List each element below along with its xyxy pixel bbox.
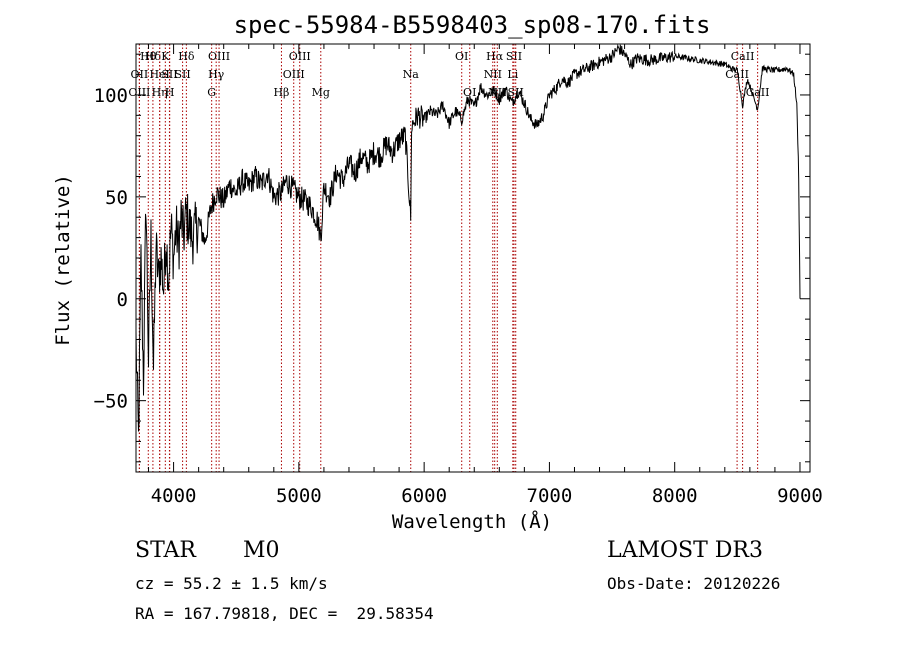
line-label-24: SII <box>506 50 522 63</box>
line-label-2: OIII <box>128 86 150 99</box>
y-tick-label-1: 0 <box>117 289 128 311</box>
chart-title: spec-55984-B5598403_sp08-170.fits <box>234 11 711 39</box>
line-label-29: CaII <box>746 86 770 99</box>
line-label-13: G <box>207 86 216 99</box>
y-tick-label-2: 50 <box>105 187 128 209</box>
line-label-7: SII <box>161 68 177 81</box>
line-label-22: NII <box>484 68 502 81</box>
x-axis: 4000 5000 6000 7000 8000 9000 <box>148 44 823 507</box>
line-label-9: Hδ <box>178 50 195 63</box>
line-label-5: Hη <box>152 86 168 99</box>
survey-name: LAMOST DR3 <box>607 538 763 563</box>
object-class: STAR <box>135 538 196 563</box>
spectrum-series-line <box>135 43 801 432</box>
line-label-26: SII <box>508 86 524 99</box>
line-label-4: HeI <box>149 68 169 81</box>
observation-date: Obs-Date: 20120226 <box>607 574 781 593</box>
x-tick-label-5: 9000 <box>777 485 823 507</box>
object-subclass: M0 <box>243 538 280 563</box>
line-label-8: H <box>165 86 175 99</box>
coordinates: RA = 167.79818, DEC = 29.58354 <box>135 604 434 623</box>
line-label-11: OIII <box>208 50 230 63</box>
line-label-21: Hα <box>486 50 504 63</box>
line-label-18: Na <box>403 68 420 81</box>
spectral-line-markers: HθOIIOIIIHδHeIHηKSIIHHδSIIOIIIHγGHβOIIIO… <box>128 44 769 472</box>
line-label-12: Hγ <box>208 68 225 81</box>
line-label-17: Mg <box>312 86 330 99</box>
line-label-14: Hβ <box>273 86 289 99</box>
line-label-20: OI <box>463 86 476 99</box>
x-tick-label-3: 7000 <box>527 485 573 507</box>
x-tick-label-4: 8000 <box>652 485 698 507</box>
y-axis-label: Flux (relative) <box>52 174 74 346</box>
line-label-10: SII <box>174 68 190 81</box>
x-tick-label-1: 5000 <box>276 485 322 507</box>
line-label-16: OIII <box>283 68 305 81</box>
line-label-27: CaII <box>731 50 755 63</box>
y-axis: −50 0 50 100 <box>94 53 810 463</box>
y-tick-label-0: −50 <box>94 391 128 413</box>
line-label-19: OI <box>455 50 468 63</box>
y-tick-label-3: 100 <box>94 85 128 107</box>
x-axis-label: Wavelength (Å) <box>392 510 552 533</box>
line-label-0: Hθ <box>140 50 157 63</box>
x-tick-label-2: 6000 <box>401 485 447 507</box>
plot-frame <box>135 43 811 473</box>
x-tick-label-0: 4000 <box>151 485 197 507</box>
line-label-3: Hδ <box>145 50 162 63</box>
line-label-15: OIII <box>289 50 311 63</box>
line-label-6: K <box>161 50 170 63</box>
line-label-25: Li <box>507 68 518 81</box>
redshift-cz: cz = 55.2 ± 1.5 km/s <box>135 574 328 593</box>
